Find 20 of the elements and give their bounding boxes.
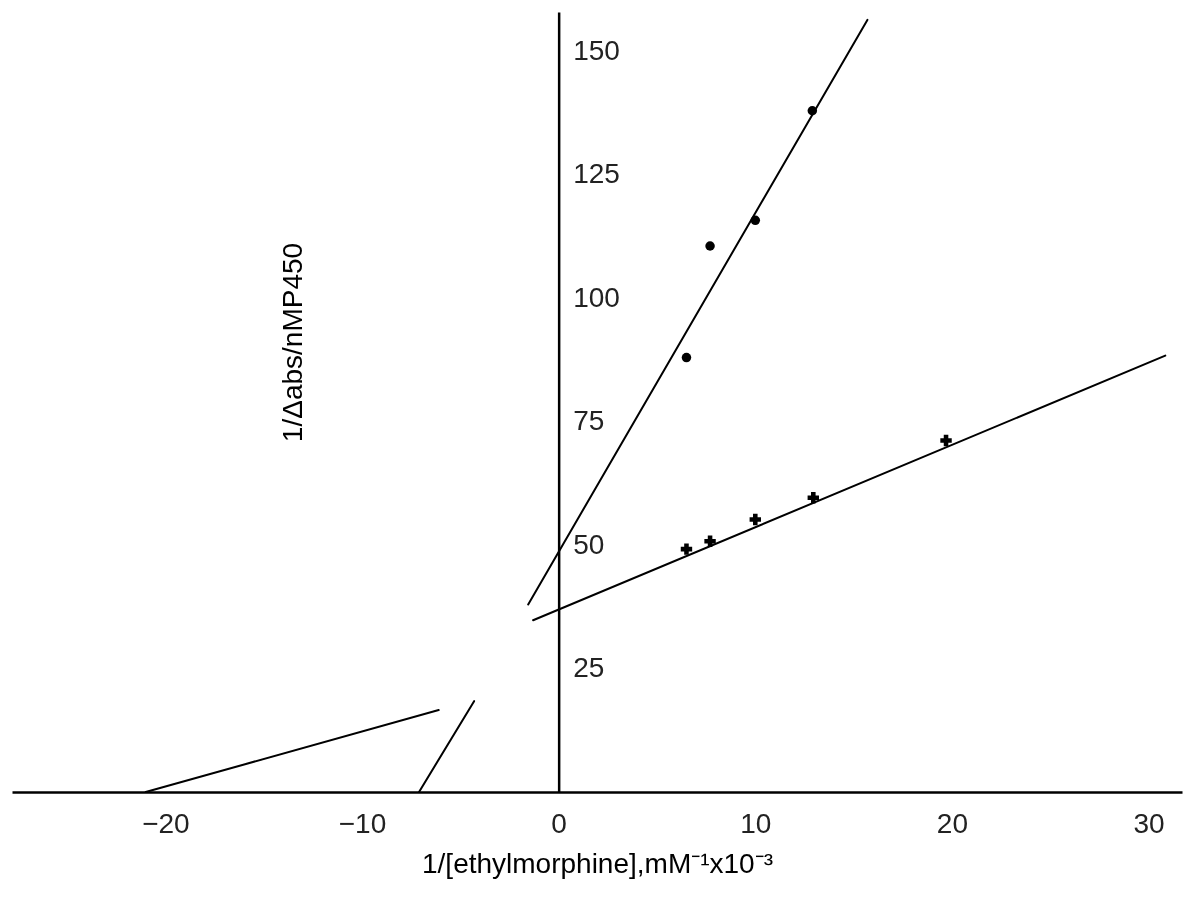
y-tick-label: 50 <box>573 528 605 560</box>
x-tick-label: 30 <box>1133 807 1165 839</box>
y-tick-label: 150 <box>573 34 620 66</box>
x-tick-label: −20 <box>142 807 190 839</box>
y-tick-label: 100 <box>573 281 620 313</box>
x-tick-label: −10 <box>338 807 387 839</box>
y-tick-label: 25 <box>573 652 605 684</box>
y-axis-title: 1/Δabs/nMP450 <box>277 242 309 443</box>
point <box>807 492 819 504</box>
x-tick-label: 20 <box>936 807 969 839</box>
x-tick-label: 10 <box>740 807 772 839</box>
y-tick-label: 75 <box>573 405 605 437</box>
x-tick-label: 0 <box>551 807 567 839</box>
point <box>749 513 761 526</box>
point <box>940 434 952 447</box>
point <box>705 241 715 251</box>
point <box>681 352 692 363</box>
point <box>680 543 693 555</box>
x-axis-title: 1/[ethylmorphine],mM⁻¹x10⁻³ <box>421 847 774 879</box>
y-tick-label: 125 <box>573 158 620 190</box>
